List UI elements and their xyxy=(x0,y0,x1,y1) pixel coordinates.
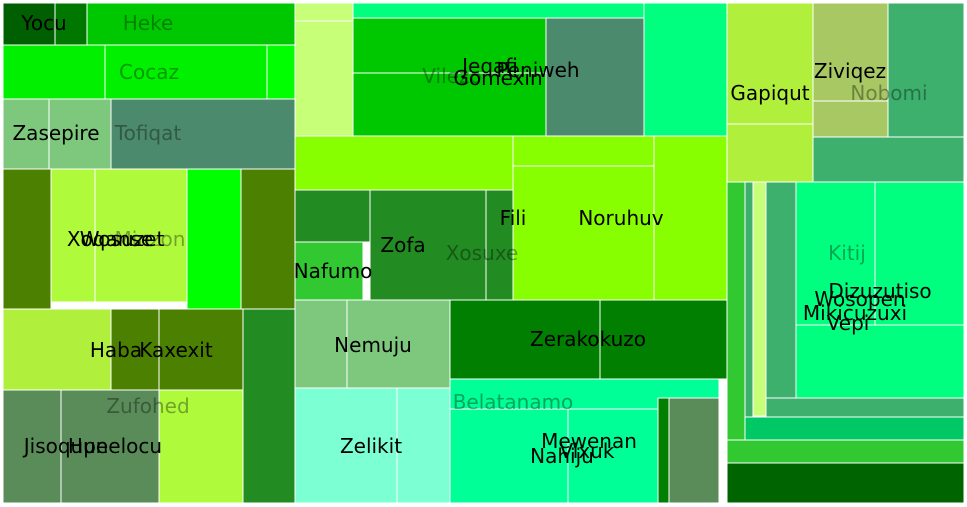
treemap-tile-28 xyxy=(294,135,514,191)
treemap-tile-10 xyxy=(50,168,96,303)
treemap-tile-40 xyxy=(294,387,398,504)
treemap-tile-5 xyxy=(266,44,296,100)
treemap-tile-6 xyxy=(2,98,50,170)
treemap-tile-21 xyxy=(294,2,354,22)
treemap-tile-3 xyxy=(2,44,106,100)
treemap-tile-47 xyxy=(726,2,814,125)
treemap-tile-55 xyxy=(752,181,767,417)
treemap-tile-50 xyxy=(887,2,965,138)
treemap-tile-62 xyxy=(726,439,965,464)
treemap-tile-14 xyxy=(2,308,112,391)
treemap-tile-58 xyxy=(874,181,965,326)
treemap-tile-51 xyxy=(726,123,814,183)
treemap-tile-33 xyxy=(485,189,514,301)
treemap-tile-45 xyxy=(657,397,670,504)
treemap-tile-61 xyxy=(744,416,965,443)
treemap-tile-49 xyxy=(812,100,889,138)
treemap-tile-16 xyxy=(158,308,244,391)
treemap-tile-59 xyxy=(795,324,965,399)
treemap-tile-46 xyxy=(668,397,720,504)
treemap-tile-11 xyxy=(94,168,188,303)
treemap-tile-31 xyxy=(294,241,364,301)
treemap-tile-22 xyxy=(352,2,645,19)
treemap-tile-30 xyxy=(294,189,371,243)
treemap-tile-4 xyxy=(104,44,268,100)
treemap-tile-13 xyxy=(240,168,296,310)
treemap-tile-18 xyxy=(2,389,62,504)
treemap-tile-60 xyxy=(765,397,965,418)
treemap-tile-56 xyxy=(765,181,797,399)
treemap-tile-17 xyxy=(242,308,296,504)
treemap-tile-2 xyxy=(86,2,296,46)
treemap-tile-1 xyxy=(54,2,88,46)
treemap-tile-25 xyxy=(352,72,547,137)
treemap-tile-48 xyxy=(812,2,889,102)
treemap-tile-35 xyxy=(653,135,728,301)
treemap-tile-39 xyxy=(599,299,728,380)
treemap-tile-57 xyxy=(795,181,876,326)
treemap-tile-63 xyxy=(726,462,965,504)
treemap-tile-38 xyxy=(449,299,601,380)
treemap-tile-24 xyxy=(352,17,547,74)
treemap-tile-23 xyxy=(294,20,354,137)
treemap-tile-32 xyxy=(369,189,487,301)
treemap-tile-26 xyxy=(545,17,645,137)
treemap-tile-34 xyxy=(512,165,655,301)
treemap-tile-8 xyxy=(110,98,296,170)
treemap-tile-19 xyxy=(60,389,160,504)
treemap-tile-37 xyxy=(346,299,451,389)
treemap-tile-41 xyxy=(396,387,451,504)
treemap-tile-53 xyxy=(726,181,746,441)
treemap-tile-9 xyxy=(2,168,52,310)
treemap-tile-29 xyxy=(512,135,655,167)
treemap-tile-36 xyxy=(294,299,348,389)
treemap-tile-20 xyxy=(158,389,244,504)
treemap-tile-43 xyxy=(449,408,569,504)
treemap-tile-27 xyxy=(643,2,728,137)
treemap-tile-12 xyxy=(186,168,242,310)
treemap-tile-0 xyxy=(2,2,56,46)
treemap-tile-44 xyxy=(567,408,659,504)
treemap-tile-7 xyxy=(48,98,112,170)
treemap-tile-52 xyxy=(812,136,965,183)
treemap-tile-15 xyxy=(110,308,160,391)
treemap-tile-54 xyxy=(744,181,754,441)
